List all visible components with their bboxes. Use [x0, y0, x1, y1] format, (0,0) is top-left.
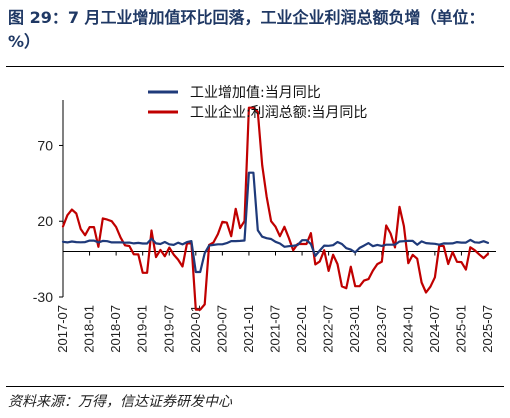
y-tick-label: 20 — [37, 213, 53, 229]
x-tick-label: 2020-01 — [188, 305, 203, 353]
x-tick-label: 2018-01 — [82, 305, 97, 353]
x-tick-label: 2024-07 — [427, 305, 442, 353]
x-tick-label: 2017-07 — [55, 305, 70, 353]
x-tick-label: 2025-07 — [480, 305, 495, 353]
chart-title: 图 29：7 月工业增加值环比回落，工业企业利润总额负增（单位：%） — [8, 8, 485, 51]
bottom-divider — [6, 386, 504, 387]
x-tick-label: 2021-07 — [268, 305, 283, 353]
x-tick-label: 2020-07 — [214, 305, 229, 353]
y-tick-label: -30 — [33, 289, 53, 305]
x-tick-label: 2018-07 — [108, 305, 123, 353]
series-line-1 — [61, 171, 490, 274]
chart-axes: -30 20 70 2017-07 2018-01 2018-07 2019-01 2019-… — [33, 100, 496, 353]
x-tick-label: 2025-01 — [453, 305, 468, 353]
source-note: 资料来源：万得，信达证券研发中心 — [8, 394, 232, 410]
x-tick-label: 2023-07 — [374, 305, 389, 353]
x-tick-label: 2021-01 — [241, 305, 256, 353]
x-tick-label: 2022-01 — [294, 305, 309, 353]
series-line-2 — [61, 106, 490, 311]
y-tick-label: 70 — [37, 137, 53, 153]
x-tick-label: 2019-07 — [161, 305, 176, 353]
legend-label-1: 工业增加值:当月同比 — [190, 85, 321, 101]
series-layer — [61, 106, 490, 311]
top-divider — [6, 66, 504, 67]
x-tick-label: 2024-01 — [400, 305, 415, 353]
x-tick-label: 2023-01 — [347, 305, 362, 353]
x-tick-label: 2019-01 — [135, 305, 150, 353]
legend-label-2: 工业企业:利润总额:当月同比 — [190, 104, 367, 121]
line-chart: -30 20 70 2017-07 2018-01 2018-07 2019-01 2019-… — [33, 85, 496, 353]
x-tick-label: 2022-07 — [321, 305, 336, 353]
